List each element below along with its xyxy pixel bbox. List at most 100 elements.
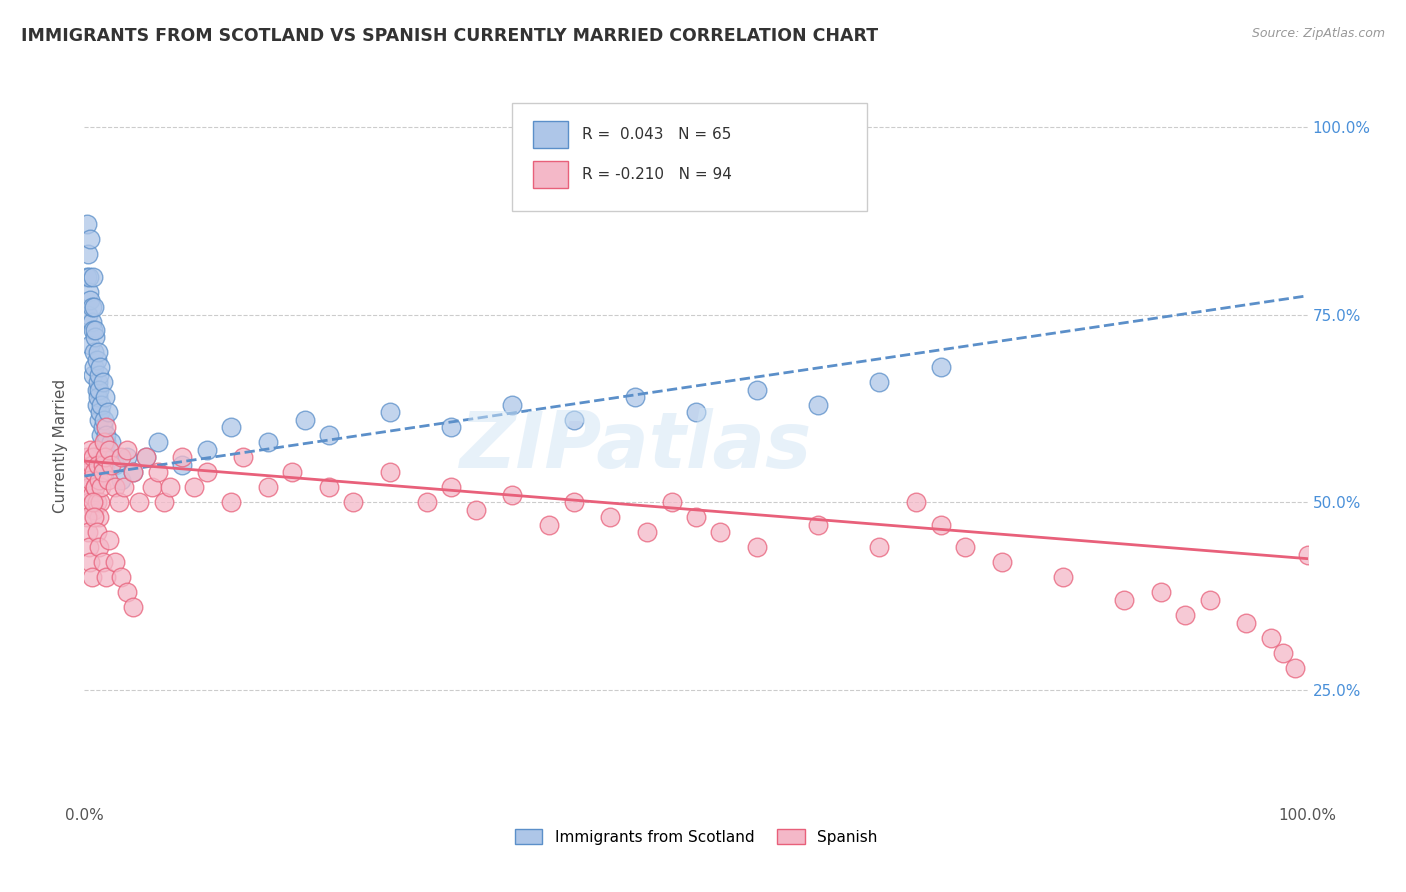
Point — [93, 435, 115, 450]
Point — [87, 458, 110, 472]
Point — [97, 473, 120, 487]
Point — [562, 495, 585, 509]
Point — [141, 480, 163, 494]
Point — [661, 495, 683, 509]
Point — [318, 427, 340, 442]
Point — [135, 450, 157, 465]
Point — [380, 405, 402, 419]
Point — [135, 450, 157, 465]
Point — [83, 300, 105, 314]
Point — [77, 525, 100, 540]
Bar — [533, 161, 568, 188]
Point — [86, 398, 108, 412]
Point — [294, 413, 316, 427]
Point — [80, 570, 103, 584]
Point — [107, 495, 129, 509]
Point — [380, 465, 402, 479]
Point — [87, 541, 110, 555]
Point — [79, 232, 101, 246]
Point — [77, 270, 100, 285]
Point — [77, 465, 100, 479]
Point — [502, 398, 524, 412]
Point — [1272, 646, 1295, 660]
Point — [90, 427, 112, 442]
Point — [82, 495, 104, 509]
Point — [82, 368, 104, 382]
Point — [905, 495, 928, 509]
Point — [195, 442, 218, 457]
Point — [96, 427, 118, 442]
Point — [1284, 660, 1306, 674]
Point — [96, 435, 118, 450]
Point — [80, 300, 103, 314]
Point — [115, 450, 138, 465]
Point — [94, 458, 117, 472]
Point — [94, 450, 117, 465]
Text: ZIPatlas: ZIPatlas — [458, 408, 811, 484]
Point — [159, 480, 181, 494]
Point — [685, 510, 707, 524]
Point — [91, 375, 114, 389]
Point — [1114, 593, 1136, 607]
Point — [636, 525, 658, 540]
Point — [257, 480, 280, 494]
Point — [538, 517, 561, 532]
Point — [104, 458, 127, 472]
Point — [232, 450, 254, 465]
Point — [991, 556, 1014, 570]
Point — [90, 480, 112, 494]
Point — [97, 533, 120, 547]
Point — [87, 375, 110, 389]
Point — [87, 413, 110, 427]
Point — [104, 556, 127, 570]
Point — [77, 247, 100, 261]
FancyBboxPatch shape — [513, 103, 868, 211]
Point — [929, 360, 952, 375]
Point — [80, 488, 103, 502]
Text: R = -0.210   N = 94: R = -0.210 N = 94 — [582, 168, 733, 182]
Point — [76, 218, 98, 232]
Point — [318, 480, 340, 494]
Point — [84, 480, 107, 494]
Point — [86, 442, 108, 457]
Legend: Immigrants from Scotland, Spanish: Immigrants from Scotland, Spanish — [508, 821, 884, 852]
Point — [77, 285, 100, 299]
Point — [869, 541, 891, 555]
Point — [87, 383, 110, 397]
Point — [128, 495, 150, 509]
Point — [90, 398, 112, 412]
Point — [1052, 570, 1074, 584]
Bar — [533, 120, 568, 148]
Point — [100, 458, 122, 472]
Point — [89, 495, 111, 509]
Point — [87, 510, 110, 524]
Point — [953, 541, 976, 555]
Point — [100, 435, 122, 450]
Point — [1150, 585, 1173, 599]
Point — [83, 510, 105, 524]
Point — [183, 480, 205, 494]
Point — [82, 270, 104, 285]
Point — [115, 585, 138, 599]
Point — [83, 503, 105, 517]
Point — [84, 480, 107, 494]
Point — [76, 450, 98, 465]
Point — [440, 420, 463, 434]
Point — [97, 442, 120, 457]
Point — [709, 525, 731, 540]
Point — [146, 465, 169, 479]
Point — [1174, 607, 1197, 622]
Point — [807, 517, 830, 532]
Point — [153, 495, 176, 509]
Point — [86, 525, 108, 540]
Point — [1260, 631, 1282, 645]
Point — [79, 473, 101, 487]
Point — [80, 315, 103, 329]
Point — [122, 465, 145, 479]
Point — [86, 383, 108, 397]
Point — [86, 352, 108, 367]
Point — [84, 330, 107, 344]
Point — [416, 495, 439, 509]
Point — [87, 473, 110, 487]
Point — [87, 368, 110, 382]
